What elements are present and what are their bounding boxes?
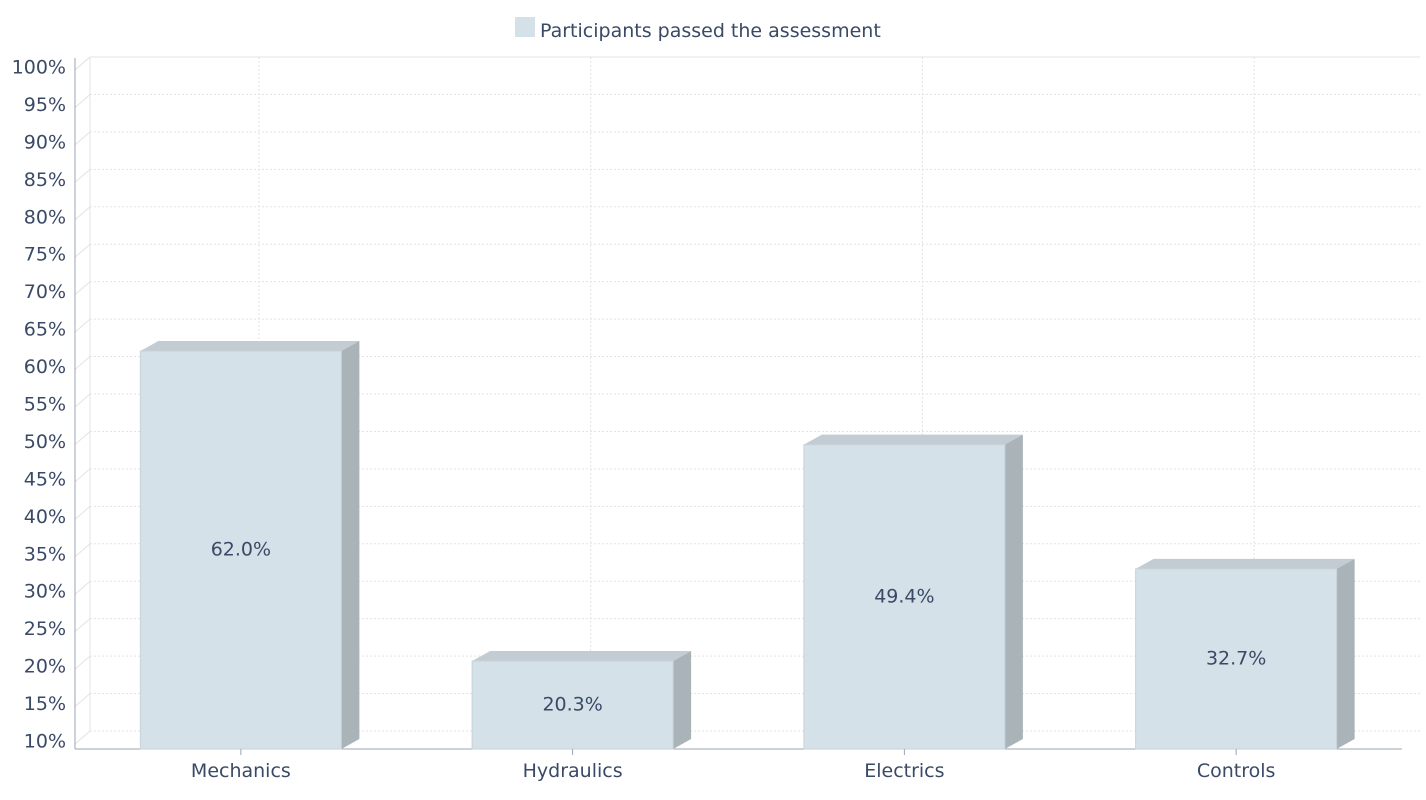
bar-group: 62.0% (139, 341, 360, 750)
x-axis-labels: Mechanics Hydraulics Electrics Controls (191, 749, 1275, 782)
grid-line-side (74, 131, 91, 146)
grid-line-side (74, 393, 91, 408)
y-tick-label: 70% (24, 281, 66, 303)
y-tick-label: 40% (24, 506, 66, 528)
data-label: 20.3% (542, 694, 602, 716)
y-tick-label: 65% (24, 319, 66, 341)
y-tick-label: 45% (24, 468, 66, 490)
bar-group: 20.3% (471, 651, 692, 750)
grid-line-side (74, 730, 91, 745)
grid-line-side (74, 206, 91, 221)
grid-line-side (74, 94, 91, 108)
bar-group: 32.7% (1135, 558, 1355, 750)
y-tick-label: 85% (24, 169, 66, 191)
y-tick-label: 95% (24, 94, 66, 116)
x-tick-label: Mechanics (191, 760, 291, 782)
grid-line-side (74, 168, 91, 183)
data-label: 62.0% (211, 539, 271, 561)
bar-top (140, 341, 360, 351)
y-tick-label: 30% (24, 581, 66, 603)
y-tick-label: 55% (24, 394, 66, 416)
legend: Participants passed the assessment (515, 17, 881, 42)
legend-swatch (515, 17, 535, 37)
data-label: 49.4% (874, 585, 934, 607)
grid-line-side (74, 318, 91, 333)
grid-line-side (74, 618, 91, 633)
y-tick-label: 25% (24, 618, 66, 640)
side-wall-top (74, 56, 91, 71)
x-tick-label: Electrics (864, 760, 944, 782)
bar-group: 49.4% (803, 434, 1023, 750)
y-tick-label: 75% (24, 244, 66, 266)
bar (1135, 568, 1338, 750)
grid-line-side (74, 580, 91, 595)
bar (471, 660, 674, 750)
bar (139, 350, 342, 750)
grid-line-side (74, 543, 91, 558)
legend-label: Participants passed the assessment (540, 20, 881, 42)
y-tick-label: 80% (24, 206, 66, 228)
bar-side (341, 341, 360, 749)
grid-line-side (74, 431, 91, 445)
y-tick-label: 15% (24, 693, 66, 715)
grid-line-side (74, 505, 91, 520)
bars: 62.0% 20.3% 49.4% 32.7% (139, 341, 1355, 750)
bar-side (1004, 434, 1023, 749)
grid-line-side (74, 243, 91, 258)
y-axis-ticks: 100% 95% 90% 85% 80% 75% 70% 65% 60% 55% 50% 45% 40%… (12, 57, 66, 753)
y-tick-label: 10% (24, 731, 66, 753)
grid-line-side (74, 468, 91, 483)
data-label: 32.7% (1206, 647, 1266, 669)
y-tick-label: 35% (24, 543, 66, 565)
bar-side (1336, 558, 1355, 749)
grid-line-side (74, 356, 91, 370)
bar-top (472, 651, 692, 661)
bar-top (803, 434, 1023, 445)
grid-line-side (74, 655, 91, 670)
grid-line-side (74, 281, 91, 296)
bar-side (673, 651, 692, 749)
x-tick-label: Controls (1197, 760, 1276, 782)
y-tick-label: 50% (24, 431, 66, 453)
bar-top (1135, 558, 1355, 569)
y-tick-label: 100% (12, 57, 66, 79)
y-tick-label: 20% (24, 656, 66, 678)
bar (803, 444, 1006, 750)
y-tick-label: 60% (24, 356, 66, 378)
y-tick-label: 90% (24, 131, 66, 153)
grid-line-side (74, 693, 91, 707)
x-tick-label: Hydraulics (523, 760, 623, 782)
